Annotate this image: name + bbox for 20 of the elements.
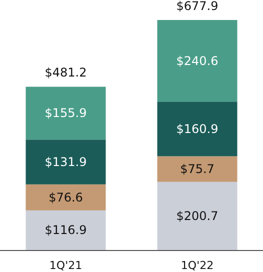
bar bbox=[157, 156, 238, 182]
bar bbox=[26, 140, 106, 184]
total-label: $481.2 bbox=[44, 66, 87, 80]
bar bbox=[157, 182, 238, 250]
data-label: $76.6 bbox=[48, 190, 83, 204]
x-tick-label: 1Q'21 bbox=[49, 259, 82, 272]
data-label: $131.9 bbox=[44, 154, 87, 169]
total-label: $677.9 bbox=[176, 0, 218, 13]
data-label: $155.9 bbox=[44, 106, 87, 120]
data-label: $240.6 bbox=[176, 54, 218, 68]
bar bbox=[26, 210, 106, 250]
x-tick-label: 1Q'22 bbox=[180, 259, 214, 272]
bar bbox=[26, 184, 106, 210]
data-label: $200.7 bbox=[176, 208, 218, 223]
data-label: $75.7 bbox=[180, 162, 214, 176]
bar bbox=[157, 102, 238, 156]
data-label: $160.9 bbox=[176, 122, 218, 136]
data-label: $116.9 bbox=[44, 223, 87, 238]
bar bbox=[26, 86, 106, 140]
bar bbox=[157, 20, 238, 102]
